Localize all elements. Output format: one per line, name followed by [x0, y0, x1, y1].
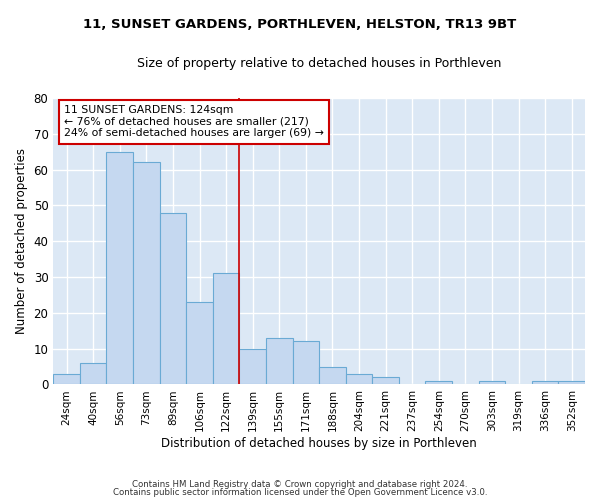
Text: 11, SUNSET GARDENS, PORTHLEVEN, HELSTON, TR13 9BT: 11, SUNSET GARDENS, PORTHLEVEN, HELSTON,…	[83, 18, 517, 30]
Text: Contains HM Land Registry data © Crown copyright and database right 2024.: Contains HM Land Registry data © Crown c…	[132, 480, 468, 489]
Bar	[559, 381, 585, 384]
Text: Contains public sector information licensed under the Open Government Licence v3: Contains public sector information licen…	[113, 488, 487, 497]
Bar	[293, 342, 319, 384]
Bar	[425, 381, 452, 384]
Bar	[213, 274, 239, 384]
Y-axis label: Number of detached properties: Number of detached properties	[15, 148, 28, 334]
Title: Size of property relative to detached houses in Porthleven: Size of property relative to detached ho…	[137, 58, 502, 70]
Bar	[479, 381, 505, 384]
Bar	[80, 363, 106, 384]
Bar	[106, 152, 133, 384]
Bar	[346, 374, 373, 384]
Bar	[186, 302, 213, 384]
Text: 11 SUNSET GARDENS: 124sqm
← 76% of detached houses are smaller (217)
24% of semi: 11 SUNSET GARDENS: 124sqm ← 76% of detac…	[64, 105, 324, 138]
Bar	[266, 338, 293, 384]
Bar	[53, 374, 80, 384]
Bar	[532, 381, 559, 384]
Bar	[319, 366, 346, 384]
Bar	[239, 348, 266, 384]
Bar	[373, 378, 399, 384]
X-axis label: Distribution of detached houses by size in Porthleven: Distribution of detached houses by size …	[161, 437, 477, 450]
Bar	[160, 212, 186, 384]
Bar	[133, 162, 160, 384]
